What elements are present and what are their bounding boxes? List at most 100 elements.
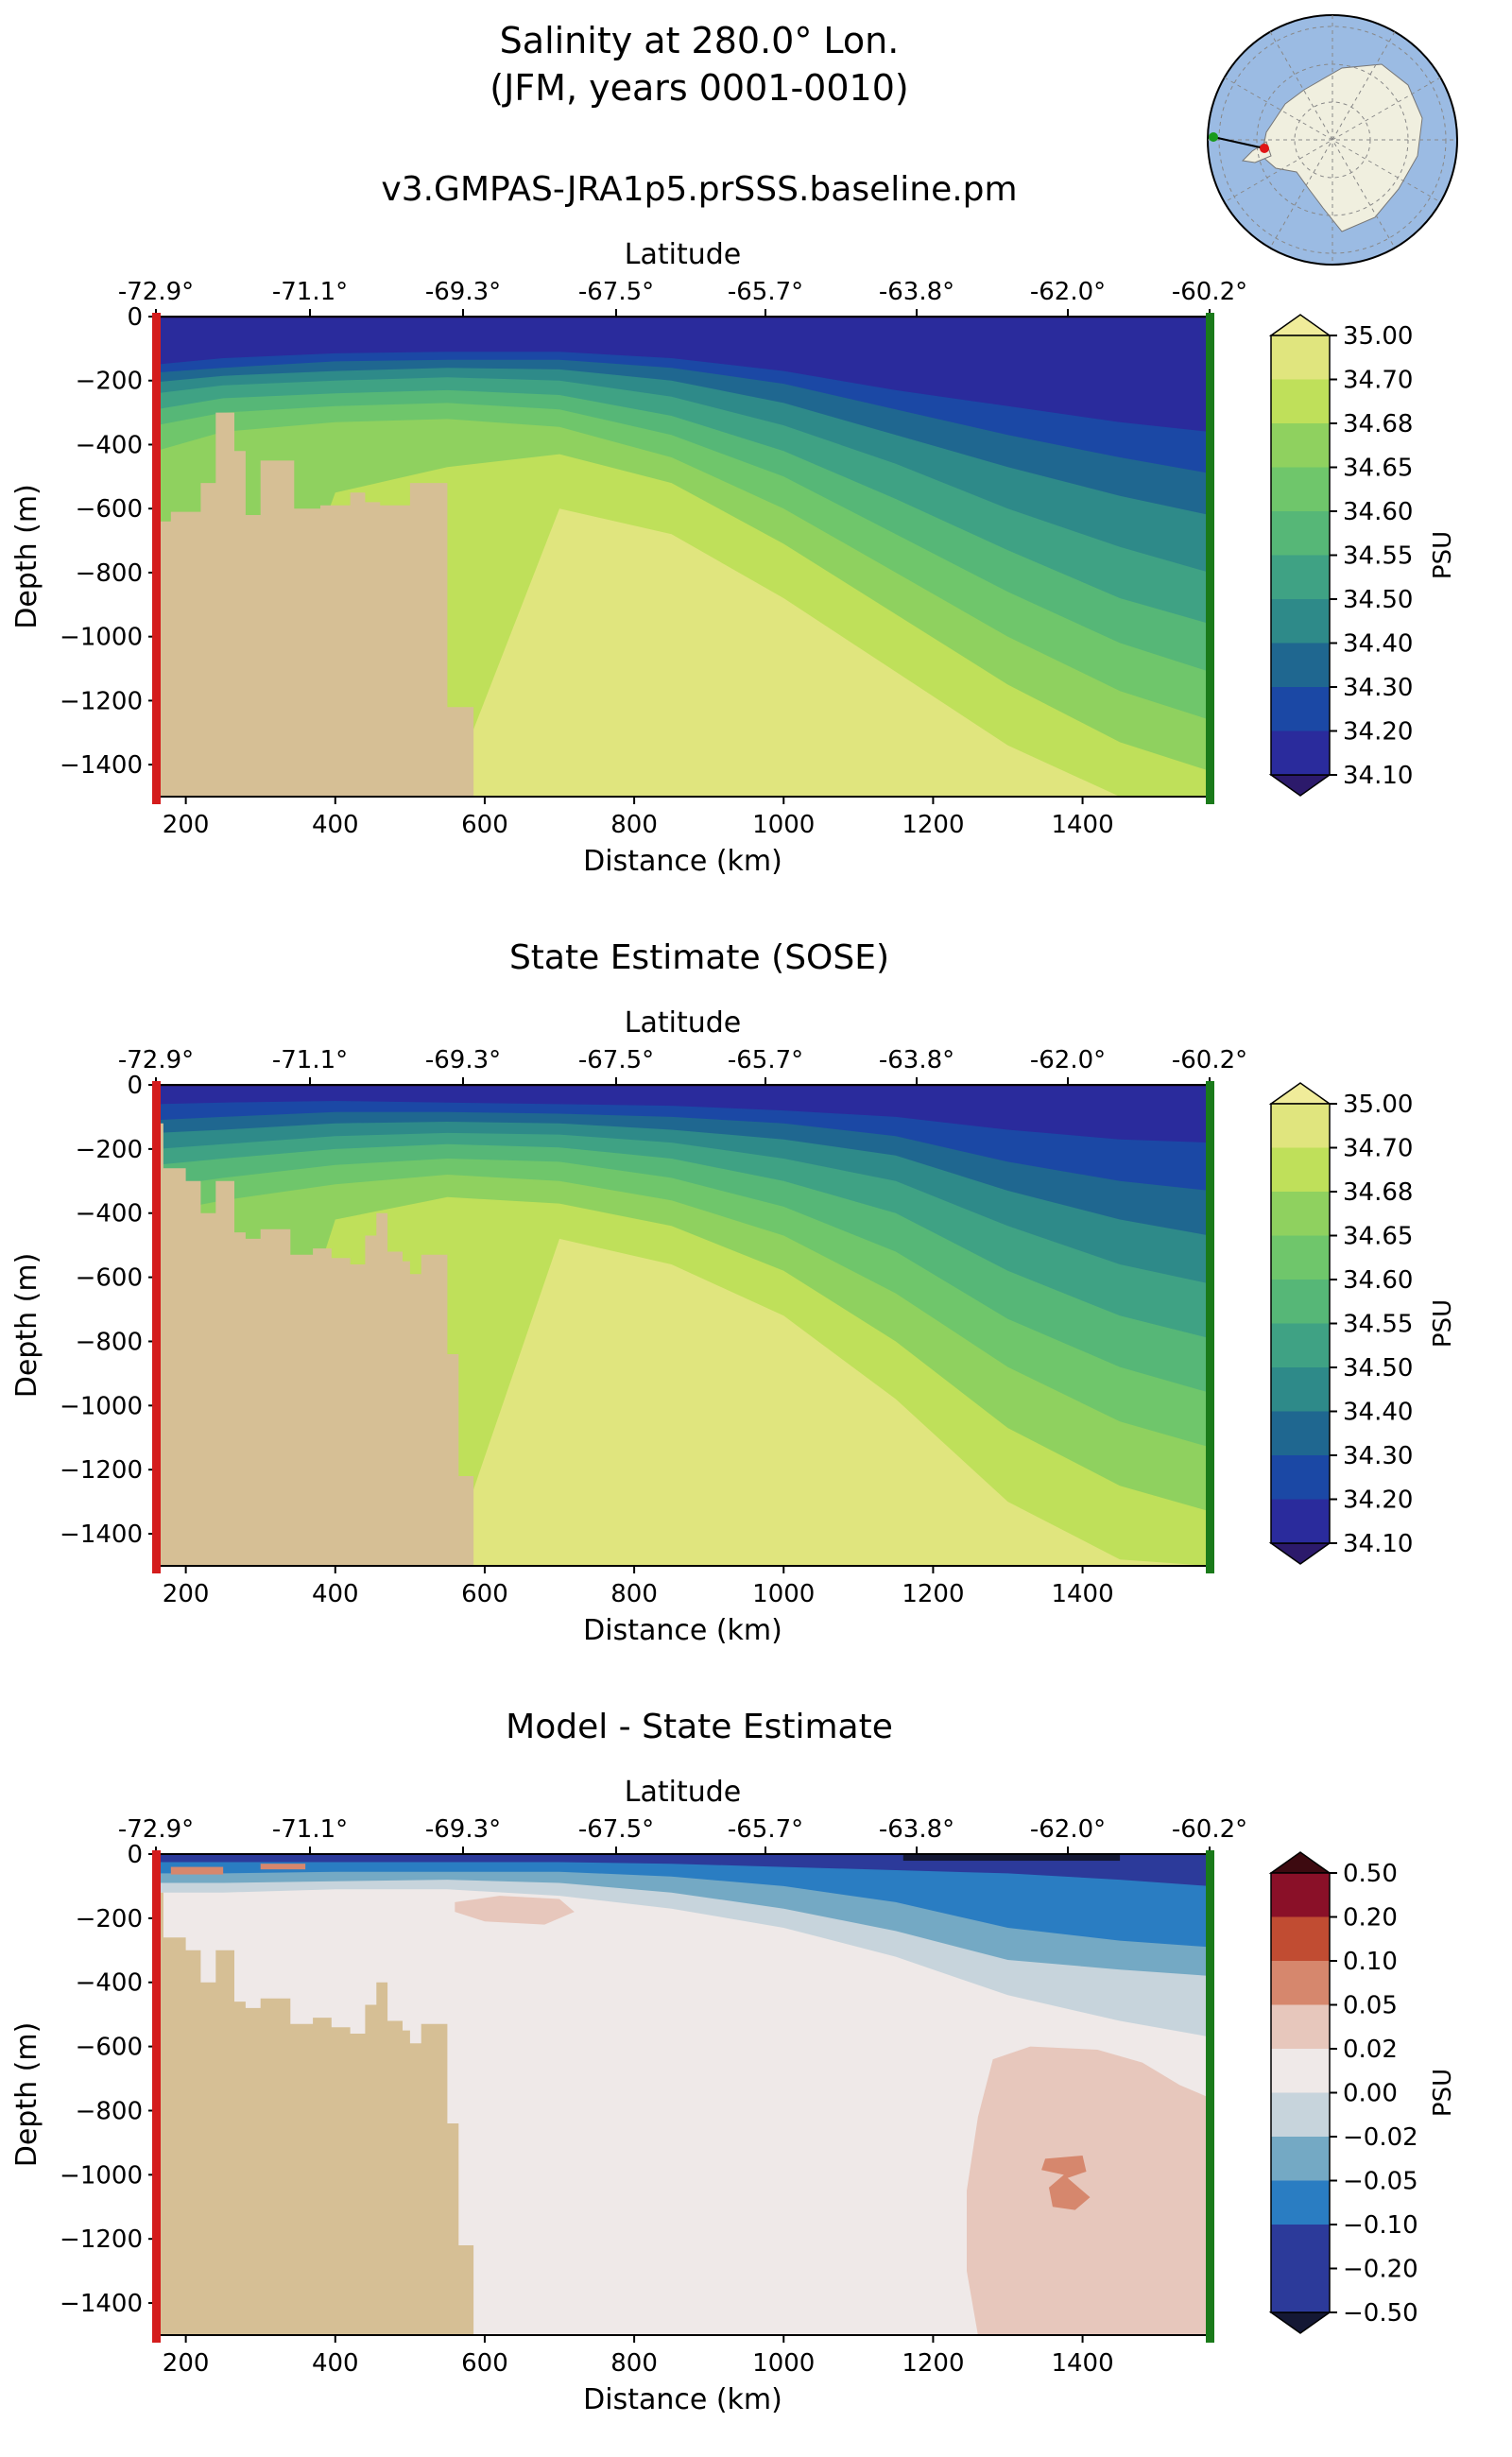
inset-transect-line — [1212, 136, 1265, 149]
x-axis-label: Distance (km) — [583, 845, 782, 878]
x-tick-label: 1200 — [902, 2349, 964, 2378]
colorbar-extend-top — [1268, 1082, 1332, 1105]
colorbar-segment — [1271, 643, 1330, 688]
transect-start-edge — [152, 1850, 161, 2343]
colorbar-tick-label: 34.20 — [1343, 718, 1413, 747]
top-tick-label: -67.5° — [578, 1046, 654, 1074]
colorbar-tick-label: 34.30 — [1343, 1442, 1413, 1470]
colorbar-segment — [1271, 599, 1330, 644]
colorbar-tick-label: 0.02 — [1343, 2036, 1398, 2064]
colorbar-segment — [1271, 555, 1330, 600]
colorbar-tick-label: 34.65 — [1343, 455, 1413, 483]
colorbar-tick-label: 0.10 — [1343, 1948, 1398, 1976]
inset-start-marker — [1209, 132, 1218, 142]
x-tick-label: 800 — [610, 2349, 658, 2378]
top-tick-label: -72.9° — [118, 278, 194, 306]
figure-title-line2: (JFM, years 0001-0010) — [490, 67, 909, 109]
diff-patch-pos-upper — [455, 1896, 575, 1925]
colorbar-segment — [1271, 2049, 1330, 2093]
colorbar-tick-label: 34.68 — [1343, 1178, 1413, 1207]
panel2-band-1 — [156, 1085, 1210, 1143]
top-tick-label: -71.1° — [272, 1046, 348, 1074]
top-tick-label: -69.3° — [425, 1046, 501, 1074]
y-tick-label: −400 — [76, 1200, 143, 1228]
colorbar-segment — [1271, 1280, 1330, 1324]
x-tick-label: 1000 — [752, 1580, 815, 1608]
x-tick-label: 1000 — [752, 2349, 815, 2378]
panel2-colorbar: 35.00 34.70 34.68 34.65 34.60 34.55 34.50 34.40… — [1268, 1082, 1457, 1565]
colorbar-tick-label: 0.20 — [1343, 1904, 1398, 1933]
colorbar-segment — [1271, 335, 1330, 380]
colorbar-segment — [1271, 1192, 1330, 1236]
y-tick-label: 0 — [127, 1072, 143, 1100]
x-tick-label: 1200 — [902, 811, 964, 839]
y-axis-label: Depth (m) — [10, 484, 43, 629]
top-tick-label: -63.8° — [879, 1046, 954, 1074]
panel1-axes: 200 400 600 800 1000 1200 1400 0 −200 −400 −600 −80… — [10, 238, 1247, 878]
x-tick-label: 1400 — [1051, 2349, 1113, 2378]
figure-title-line1: Salinity at 280.0° Lon. — [499, 20, 900, 61]
y-tick-label: −400 — [76, 431, 143, 459]
colorbar-segment — [1271, 730, 1330, 776]
y-tick-label: −600 — [76, 2034, 143, 2062]
x-tick-label: 1200 — [902, 1580, 964, 1608]
panel3-land — [156, 1892, 474, 2335]
transect-end-edge — [1206, 1081, 1214, 1573]
panel3-title: Model - State Estimate — [506, 1708, 893, 1746]
x-tick-label: 1400 — [1051, 811, 1113, 839]
colorbar-tick-label: 34.30 — [1343, 674, 1413, 702]
colorbar-tick-label: 34.70 — [1343, 1135, 1413, 1163]
inset-end-marker — [1260, 144, 1269, 153]
top-axis-label: Latitude — [625, 238, 741, 271]
top-tick-label: -67.5° — [578, 1815, 654, 1844]
top-axis-label: Latitude — [625, 1776, 741, 1809]
colorbar-segment — [1271, 1455, 1330, 1500]
top-tick-label: -63.8° — [879, 278, 954, 306]
colorbar-tick-label: 35.00 — [1343, 322, 1413, 351]
top-tick-label: -63.8° — [879, 1815, 954, 1844]
x-tick-label: 1400 — [1051, 1580, 1113, 1608]
colorbar-tick-label: 34.10 — [1343, 762, 1413, 790]
y-tick-label: −1200 — [60, 1456, 143, 1485]
y-axis-label: Depth (m) — [10, 2022, 43, 2168]
colorbar-segment — [1271, 467, 1330, 512]
colorbar-tick-label: 34.50 — [1343, 1354, 1413, 1383]
top-tick-label: -60.2° — [1172, 1046, 1247, 1074]
colorbar-segment — [1271, 687, 1330, 731]
x-tick-label: 600 — [461, 811, 508, 839]
top-tick-label: -62.0° — [1030, 278, 1106, 306]
y-tick-label: −1000 — [60, 1392, 143, 1420]
y-tick-label: −200 — [76, 368, 143, 396]
top-tick-label: -65.7° — [728, 278, 803, 306]
colorbar-tick-label: 34.70 — [1343, 367, 1413, 395]
colorbar-extend-bottom — [1268, 774, 1332, 797]
colorbar-tick-label: 34.20 — [1343, 1486, 1413, 1515]
diff-patch-surface-left — [170, 1866, 224, 1875]
y-tick-label: −1400 — [60, 2290, 143, 2318]
colorbar-segment — [1271, 379, 1330, 424]
y-tick-label: −1200 — [60, 2225, 143, 2254]
colorbar-tick-label: 34.60 — [1343, 1266, 1413, 1295]
y-tick-label: −1400 — [60, 1521, 143, 1549]
colorbar-tick-label: 34.68 — [1343, 410, 1413, 438]
panel1-title: v3.GMPAS-JRA1p5.prSSS.baseline.pm — [381, 170, 1018, 209]
top-tick-label: -71.1° — [272, 278, 348, 306]
colorbar-tick-label: 34.65 — [1343, 1223, 1413, 1251]
x-tick-label: 200 — [163, 1580, 210, 1608]
colorbar-tick-label: 35.00 — [1343, 1091, 1413, 1119]
colorbar-segment — [1271, 1323, 1330, 1368]
colorbar-extend-bottom — [1268, 2311, 1332, 2334]
diff-patch-pos-core — [1041, 2155, 1091, 2210]
diff-band-neg020 — [156, 1854, 1210, 1886]
transect-end-edge — [1206, 1850, 1214, 2343]
panel1-band-1 — [156, 317, 1210, 432]
colorbar-segment — [1271, 2137, 1330, 2181]
inset-map — [1207, 14, 1458, 266]
panel2-axes: 200 400 600 800 1000 1200 1400 0 −200 −400 −600 −80… — [10, 1006, 1247, 1647]
top-tick-label: -69.3° — [425, 278, 501, 306]
colorbar-segment — [1271, 2225, 1330, 2269]
colorbar-tick-label: −0.10 — [1343, 2211, 1418, 2240]
x-tick-label: 1000 — [752, 811, 815, 839]
top-tick-label: -72.9° — [118, 1046, 194, 1074]
inset-meridian — [1224, 77, 1441, 203]
